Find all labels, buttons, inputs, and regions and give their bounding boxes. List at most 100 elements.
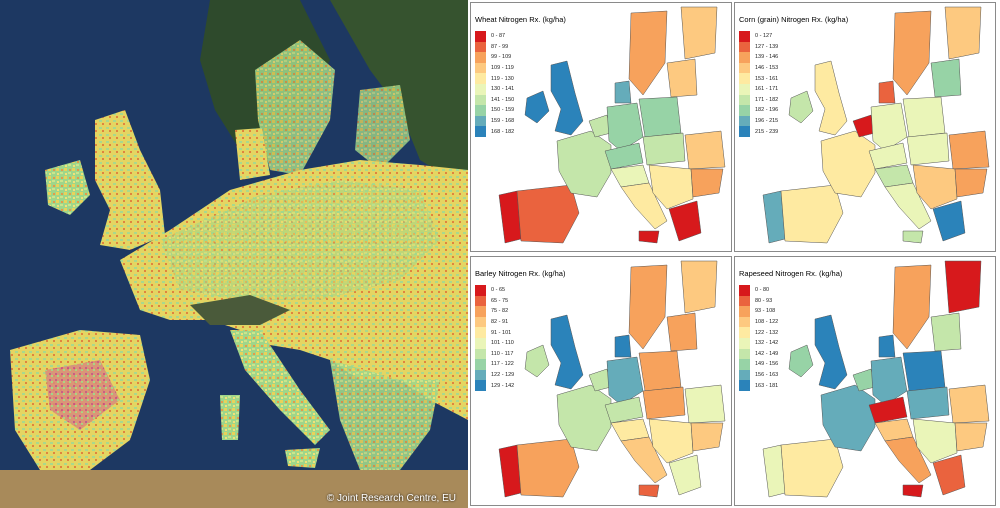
region-greece bbox=[668, 200, 702, 242]
legend-swatch bbox=[739, 359, 750, 370]
region-great-britain bbox=[814, 314, 848, 390]
legend-item: 87 - 99 bbox=[475, 41, 514, 53]
region-italy-south bbox=[884, 436, 932, 484]
legend-label: 132 - 142 bbox=[755, 340, 779, 347]
region-germany bbox=[606, 356, 644, 406]
rapeseed-map-title: Rapeseed Nitrogen Rx. (kg/ha) bbox=[739, 269, 843, 278]
region-central-east bbox=[906, 386, 950, 420]
legend-swatch bbox=[475, 295, 486, 307]
region-poland bbox=[638, 350, 682, 392]
legend-swatch bbox=[475, 348, 486, 360]
region-denmark bbox=[878, 334, 896, 358]
legend-label: 110 - 117 bbox=[491, 350, 514, 357]
legend-item: 0 - 87 bbox=[475, 31, 514, 42]
legend-swatch bbox=[475, 369, 486, 381]
legend-item: 182 - 196 bbox=[739, 105, 778, 116]
legend-label: 161 - 171 bbox=[755, 86, 779, 93]
legend-item: 93 - 108 bbox=[739, 306, 778, 317]
legend-item: 108 - 122 bbox=[739, 316, 778, 328]
region-baltics bbox=[666, 312, 698, 352]
legend-item: 65 - 75 bbox=[475, 295, 514, 307]
region-balkans bbox=[648, 418, 694, 464]
legend-swatch bbox=[739, 295, 750, 307]
legend-item: 139 - 146 bbox=[739, 52, 778, 63]
barley-choropleth-map bbox=[498, 260, 726, 498]
region-sicily bbox=[902, 484, 924, 498]
region-greece bbox=[932, 454, 966, 496]
legend-item: 109 - 119 bbox=[475, 62, 514, 74]
legend-swatch bbox=[739, 285, 750, 296]
legend-item: 168 - 182 bbox=[475, 126, 514, 137]
wheat-map-title: Wheat Nitrogen Rx. (kg/ha) bbox=[475, 15, 566, 24]
legend-label: 122 - 129 bbox=[491, 372, 515, 379]
corn-map-panel: Corn (grain) Nitrogen Rx. (kg/ha) 0 - 12… bbox=[734, 2, 996, 252]
satellite-map-graphic bbox=[0, 0, 468, 508]
legend-swatch bbox=[475, 94, 486, 106]
barley-map-panel: Barley Nitrogen Rx. (kg/ha) 0 - 65 65 - 7… bbox=[470, 256, 732, 506]
legend-swatch bbox=[475, 52, 486, 63]
region-baltics bbox=[666, 58, 698, 98]
legend-label: 159 - 168 bbox=[491, 118, 515, 125]
region-sicily bbox=[638, 484, 660, 498]
legend-label: 130 - 141 bbox=[491, 86, 515, 93]
legend-item: 141 - 150 bbox=[475, 94, 514, 106]
legend-swatch bbox=[739, 369, 750, 381]
barley-legend: 0 - 65 65 - 75 75 - 82 82 - 91 91 - 101 101 -… bbox=[475, 285, 514, 391]
region-germany bbox=[870, 356, 908, 406]
region-poland bbox=[902, 350, 946, 392]
legend-swatch bbox=[739, 52, 750, 63]
legend-item: 117 - 122 bbox=[475, 359, 514, 370]
legend-item: 156 - 163 bbox=[739, 369, 778, 381]
region-denmark bbox=[878, 80, 896, 104]
legend-item: 129 - 142 bbox=[475, 380, 514, 391]
wheat-legend: 0 - 87 87 - 99 99 - 109 109 - 119 119 - 130 1… bbox=[475, 31, 514, 137]
barley-map-title: Barley Nitrogen Rx. (kg/ha) bbox=[475, 269, 566, 278]
legend-swatch bbox=[475, 285, 486, 296]
rapeseed-map-panel: Rapeseed Nitrogen Rx. (kg/ha) 0 - 80 80 -… bbox=[734, 256, 996, 506]
corn-choropleth-map bbox=[762, 6, 990, 244]
legend-item: 122 - 129 bbox=[475, 369, 515, 381]
region-balkans bbox=[912, 418, 958, 464]
legend-swatch bbox=[475, 115, 486, 127]
legend-item: 91 - 101 bbox=[475, 327, 514, 338]
region-iberia-east bbox=[780, 184, 844, 244]
legend-swatch bbox=[475, 73, 486, 84]
region-iberia-east bbox=[516, 438, 580, 498]
region-sweden bbox=[628, 264, 668, 350]
region-denmark bbox=[614, 80, 632, 104]
legend-swatch bbox=[739, 105, 750, 116]
region-ireland bbox=[788, 90, 814, 124]
legend-item: 127 - 139 bbox=[739, 41, 779, 53]
rapeseed-choropleth-map bbox=[762, 260, 990, 498]
legend-item: 82 - 91 bbox=[475, 316, 514, 328]
legend-swatch bbox=[475, 126, 486, 137]
region-balkans bbox=[648, 164, 694, 210]
region-alps bbox=[868, 396, 908, 424]
legend-item: 161 - 171 bbox=[739, 83, 779, 95]
legend-swatch bbox=[739, 126, 750, 137]
legend-item: 159 - 168 bbox=[475, 115, 515, 127]
legend-swatch bbox=[475, 31, 486, 42]
legend-item: 101 - 110 bbox=[475, 337, 514, 349]
region-iberia-east bbox=[516, 184, 580, 244]
region-ireland bbox=[788, 344, 814, 378]
region-denmark bbox=[614, 334, 632, 358]
legend-label: 65 - 75 bbox=[491, 297, 509, 304]
legend-item: 171 - 182 bbox=[739, 94, 778, 106]
region-balkans bbox=[912, 164, 958, 210]
legend-label: 127 - 139 bbox=[755, 43, 779, 50]
wheat-choropleth-map bbox=[498, 6, 726, 244]
legend-label: 91 - 101 bbox=[491, 329, 512, 336]
region-bulgaria bbox=[954, 422, 988, 452]
region-central-east bbox=[642, 132, 686, 166]
legend-swatch bbox=[739, 327, 750, 338]
region-sweden bbox=[892, 264, 932, 350]
legend-item: 130 - 141 bbox=[475, 83, 515, 95]
legend-label: 122 - 132 bbox=[755, 329, 779, 336]
region-poland bbox=[638, 96, 682, 138]
legend-label: 101 - 110 bbox=[491, 340, 514, 347]
legend-item: 110 - 117 bbox=[475, 348, 514, 360]
region-finland bbox=[944, 260, 982, 314]
legend-swatch bbox=[475, 327, 486, 338]
legend-label: 0 - 127 bbox=[755, 33, 773, 40]
